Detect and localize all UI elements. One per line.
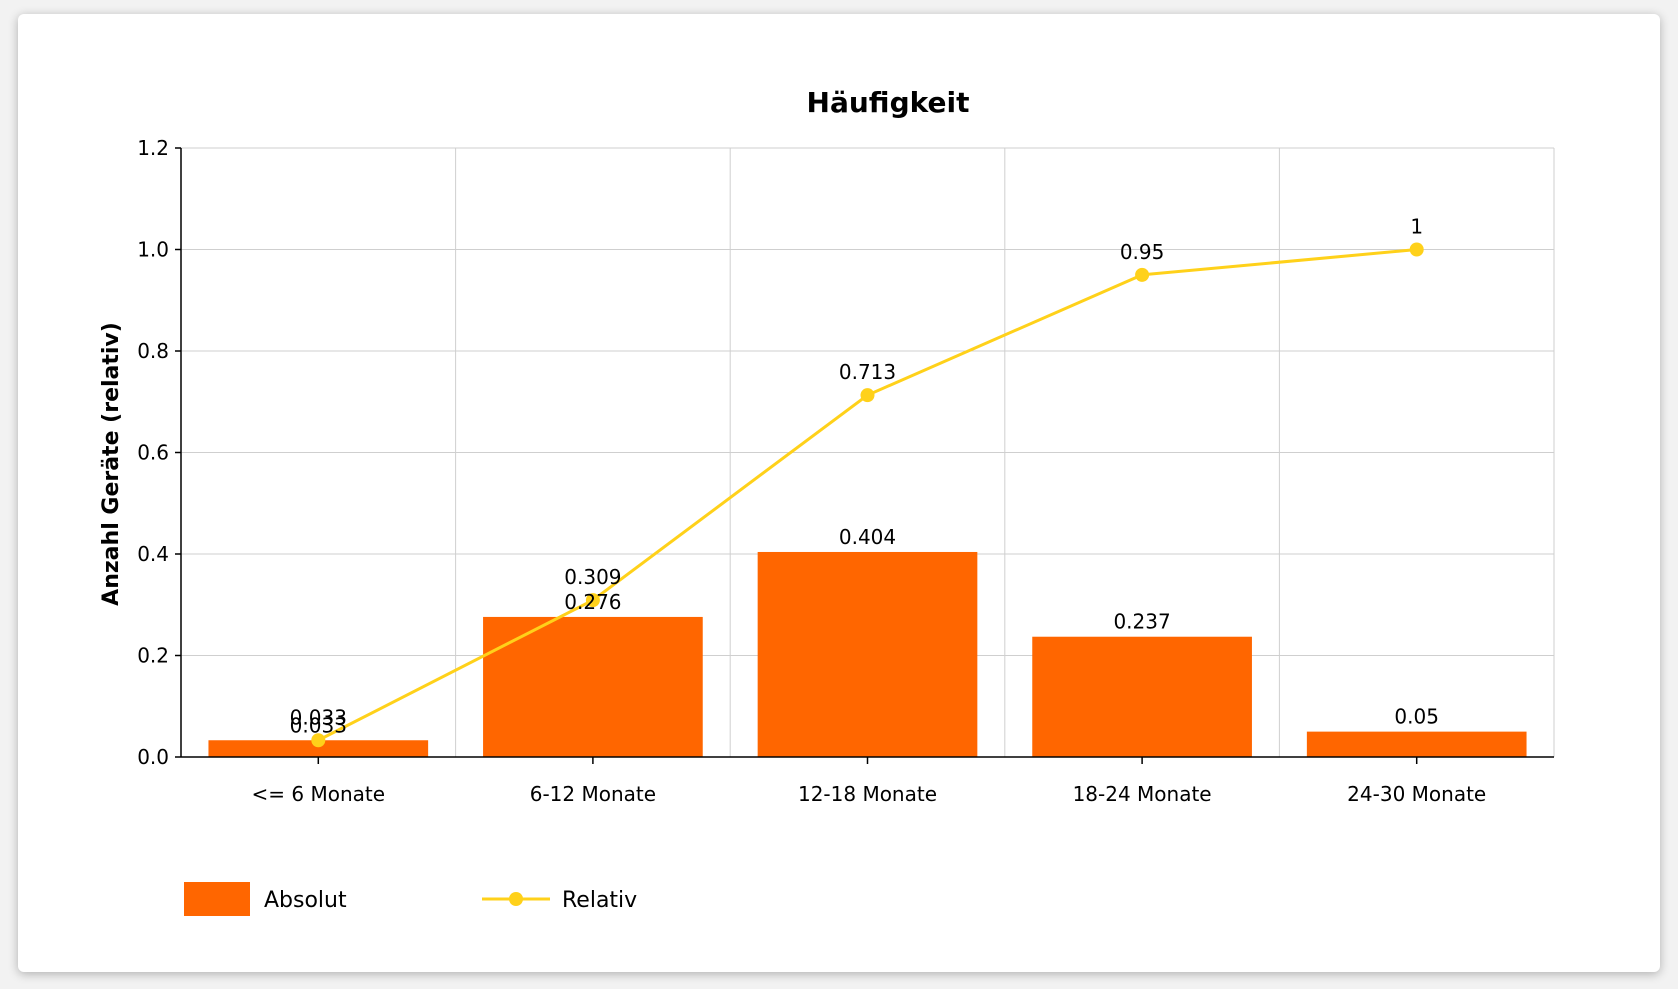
bar-series bbox=[208, 551, 1527, 757]
line-point bbox=[311, 733, 326, 748]
line-series bbox=[311, 242, 1424, 748]
bar bbox=[1306, 731, 1527, 757]
line-value-label: 1 bbox=[1410, 215, 1423, 239]
y-tick-label: 0.6 bbox=[137, 441, 169, 465]
bar-value-label: 0.237 bbox=[1113, 610, 1170, 634]
bar bbox=[483, 616, 703, 757]
legend-label-relativ: Relativ bbox=[562, 888, 637, 913]
bar bbox=[1032, 636, 1252, 757]
line-value-label: 0.309 bbox=[564, 565, 621, 589]
y-tick-label: 0.4 bbox=[137, 542, 169, 566]
y-tick-label: 1.0 bbox=[137, 238, 169, 262]
y-tick-label: 0.0 bbox=[137, 745, 169, 769]
line-point bbox=[860, 388, 875, 403]
x-tick-label: 12-18 Monate bbox=[798, 782, 937, 806]
legend-label-absolut: Absolut bbox=[264, 888, 347, 913]
legend-swatch-relativ-marker bbox=[509, 892, 523, 906]
bar-value-label: 0.05 bbox=[1394, 705, 1439, 729]
line-point bbox=[585, 593, 600, 608]
x-tick-label: 24-30 Monate bbox=[1347, 782, 1486, 806]
line-value-label: 0.033 bbox=[290, 705, 347, 729]
y-axis-label: Anzahl Geräte (relativ) bbox=[99, 322, 124, 606]
axes: 0.0 0.2 0.4 0.6 0.8 1.0 1.2 <= 6 Monate 6-12 Mon… bbox=[137, 136, 1554, 806]
legend-swatch-absolut bbox=[184, 882, 250, 916]
bar bbox=[757, 551, 978, 757]
line-point bbox=[1135, 267, 1150, 282]
bar-value-label: 0.033 bbox=[290, 713, 347, 737]
y-tick-label: 1.2 bbox=[137, 136, 169, 160]
line-value-label: 0.95 bbox=[1120, 240, 1165, 264]
bar bbox=[208, 740, 429, 757]
chart: Häufigkeit Anzahl Geräte (relativ) 0.00.… bbox=[99, 86, 1555, 916]
data-labels: 0.033 0.276 0.404 0.237 0.05 0.033 0.309 0.713 0… bbox=[290, 215, 1439, 738]
legend: Absolut Relativ bbox=[184, 882, 637, 916]
x-tick-label: 6-12 Monate bbox=[530, 782, 656, 806]
x-tick-label: 18-24 Monate bbox=[1073, 782, 1212, 806]
bar-value-label: 0.404 bbox=[839, 525, 896, 549]
y-tick-label: 0.2 bbox=[137, 644, 169, 668]
line-point bbox=[1409, 242, 1424, 257]
grid bbox=[181, 147, 1555, 758]
chart-card: Häufigkeit Anzahl Geräte (relativ) 0.0 0.… bbox=[18, 14, 1660, 972]
y-tick-label: 0.8 bbox=[137, 339, 169, 363]
x-tick-label: <= 6 Monate bbox=[252, 782, 386, 806]
bar-value-label: 0.276 bbox=[564, 590, 621, 614]
line-value-label: 0.713 bbox=[839, 360, 896, 384]
chart-title: Häufigkeit bbox=[807, 86, 970, 119]
